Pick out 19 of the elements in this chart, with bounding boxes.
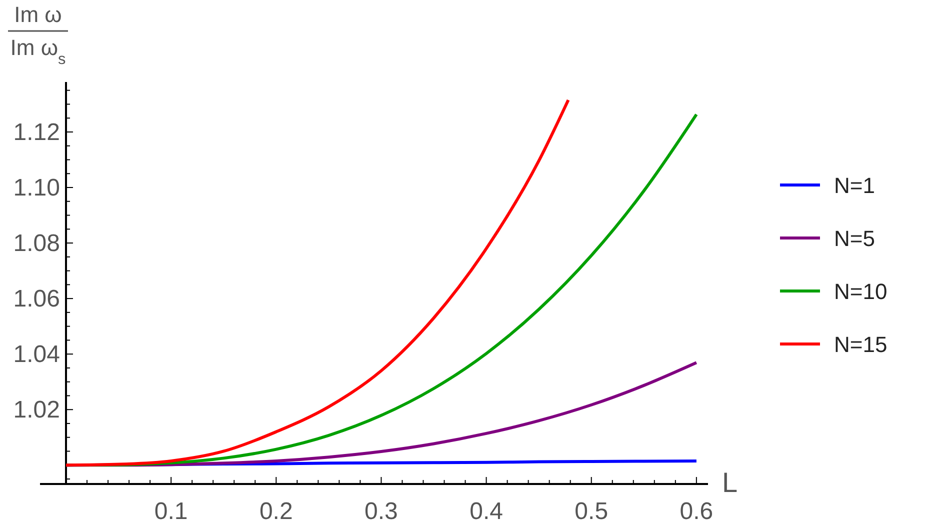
line-series (64, 98, 570, 467)
y-tick-label: 1.02 (13, 396, 60, 424)
y-tick-label: 1.08 (13, 230, 60, 258)
x-tick-label: 0.6 (680, 498, 714, 525)
x-tick-label: 0.2 (259, 498, 293, 525)
y-tick-label: 1.04 (13, 341, 60, 368)
x-tick-label: 0.1 (154, 498, 188, 525)
legend-label: N=5 (834, 226, 875, 251)
x-axis-title: L (722, 467, 738, 498)
y-axis-title: Im ω Im ω$_{s}$ (10, 2, 66, 68)
x-tick-label: 0.3 (364, 498, 398, 525)
x-tick-label: 0.5 (574, 498, 608, 525)
x-tick-label: 0.4 (470, 498, 503, 525)
legend-label: N=10 (834, 279, 888, 304)
y-tick-label: 1.10 (13, 174, 60, 202)
legend-label: N=1 (834, 173, 875, 198)
legend-label: N=15 (834, 332, 888, 357)
y-tick-label: 1.06 (13, 286, 60, 313)
y-tick-label: 1.12 (13, 118, 60, 146)
